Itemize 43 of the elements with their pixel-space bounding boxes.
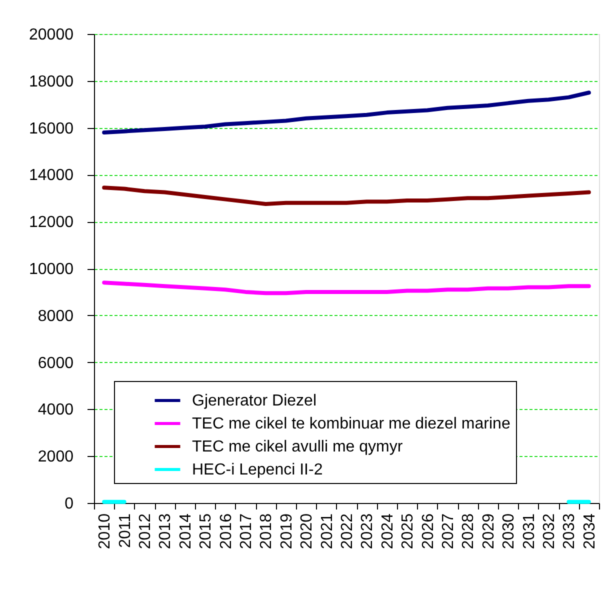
y-tick-label: 20000 (29, 26, 74, 44)
y-tick-label: 14000 (29, 167, 74, 184)
line-series (102, 90, 591, 134)
x-tick-label: 2020 (298, 513, 316, 550)
x-tick-label: 2033 (561, 513, 578, 550)
x-tick-label: 2023 (359, 513, 376, 550)
legend-label: TEC me cikel te kombinuar me diezel marine (192, 416, 510, 433)
x-tick-label: 2013 (157, 513, 174, 550)
x-tick-label: 2030 (500, 513, 518, 550)
x-tick-label: 2027 (440, 513, 457, 550)
y-tick-label: 10000 (29, 261, 74, 278)
x-tick-label: 2026 (420, 513, 437, 550)
x-tick-label: 2032 (541, 513, 558, 550)
x-tick-label: 2021 (318, 513, 336, 550)
y-tick-label: 12000 (29, 214, 74, 232)
x-tick-label: 2031 (520, 513, 538, 550)
legend-label: Gjenerator Diezel (192, 392, 316, 410)
y-tick-label: 6000 (38, 354, 74, 372)
x-tick-label: 2034 (581, 513, 598, 550)
x-tick-label: 2016 (218, 513, 235, 550)
line-series (102, 186, 591, 206)
y-tick-label: 18000 (29, 73, 74, 90)
y-tick-label: 8000 (38, 308, 74, 325)
line-series (102, 280, 591, 296)
x-tick-label: 2015 (198, 513, 215, 550)
y-tick-label: 2000 (38, 448, 74, 466)
x-tick-label: 2022 (339, 513, 356, 550)
x-tick-label: 2017 (238, 513, 255, 550)
x-tick-label: 2012 (137, 513, 154, 550)
x-tick-label: 2019 (278, 513, 296, 550)
x-tick-label: 2028 (460, 513, 478, 550)
x-tick-label: 2024 (379, 513, 396, 550)
x-tick-label: 2010 (96, 513, 114, 550)
legend-label: HEC-i Lepenci II-2 (192, 462, 323, 479)
x-tick-label: 2014 (177, 513, 194, 550)
x-tick-label: 2025 (400, 513, 417, 550)
y-tick-label: 4000 (38, 402, 74, 419)
x-tick-label: 2018 (258, 513, 276, 550)
y-tick-label: 16000 (29, 120, 74, 138)
x-tick-label: 2029 (480, 513, 498, 550)
legend-label: TEC me cikel avulli me qymyr (192, 438, 404, 456)
y-tick-label: 0 (64, 496, 74, 512)
x-tick-label: 2011 (116, 513, 134, 548)
